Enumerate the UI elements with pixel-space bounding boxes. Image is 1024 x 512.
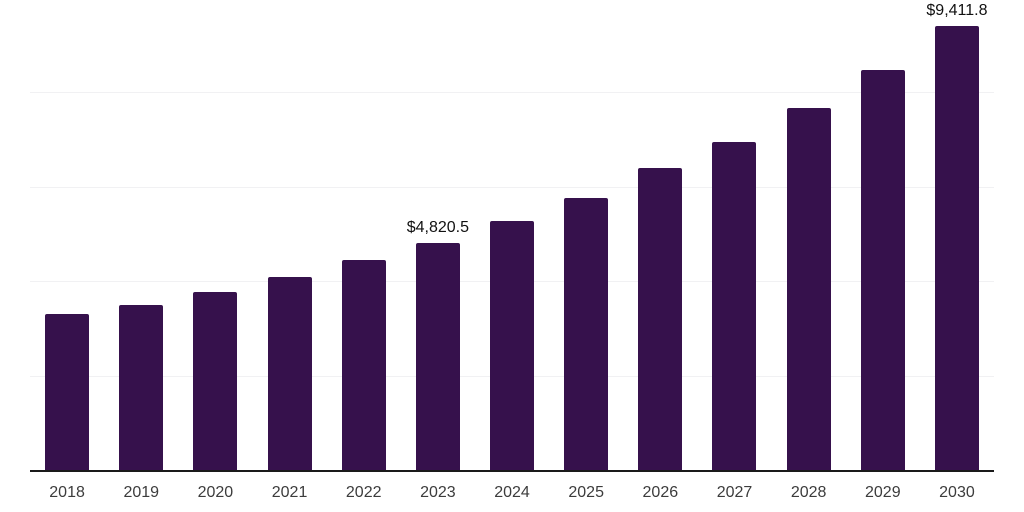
plot-area: $4,820.5 $9,411.8 [30, 0, 994, 472]
x-axis-labels: 2018 2019 2020 2021 2022 2023 2024 2025 2026 2027… [30, 474, 994, 512]
bar-2025 [564, 198, 609, 470]
bar-slot [475, 0, 549, 470]
bar-slot [772, 0, 846, 470]
bar-2019 [119, 304, 164, 470]
bar-slot [30, 0, 104, 470]
bar-2024 [490, 220, 535, 470]
grid-line [30, 92, 994, 94]
bar-2029 [860, 69, 905, 470]
x-tick-label-2023: 2023 [420, 484, 456, 501]
x-tick-label-2027: 2027 [716, 484, 753, 501]
bar-slot [327, 0, 401, 470]
bar-2018 [45, 314, 90, 470]
bar-2020 [193, 292, 238, 470]
bar-slot [252, 0, 326, 470]
bar-slot [846, 0, 920, 470]
bar-2028 [786, 108, 831, 470]
x-tick-label-2030: 2030 [939, 484, 975, 501]
bar-slot [697, 0, 771, 470]
x-tick-label-2019: 2019 [123, 484, 160, 501]
bar-2023 [415, 242, 460, 470]
bar-2022 [341, 260, 386, 470]
bar-slot [178, 0, 252, 470]
bar-slot: $4,820.5 [401, 0, 475, 470]
x-tick-label-2018: 2018 [49, 484, 85, 501]
bar-slot [549, 0, 623, 470]
bar-2021 [267, 277, 312, 470]
bar-slot: $9,411.8 [920, 0, 994, 470]
x-tick-label-2024: 2024 [494, 484, 530, 501]
x-tick-label-2022: 2022 [345, 484, 382, 501]
x-tick-label-2026: 2026 [642, 484, 679, 501]
data-label-2030: $9,411.8 [926, 1, 988, 19]
x-tick-label-2029: 2029 [865, 484, 901, 501]
bar-slot [623, 0, 697, 470]
bar-2027 [712, 142, 757, 470]
bar-2026 [638, 168, 683, 470]
bar-slot [104, 0, 178, 470]
x-tick-label-2028: 2028 [790, 484, 827, 501]
grid-line [30, 186, 994, 188]
x-tick-label-2021: 2021 [271, 484, 308, 501]
x-tick-label-2025: 2025 [568, 484, 604, 501]
bars-container: $4,820.5 $9,411.8 [30, 0, 994, 470]
x-tick-label-2020: 2020 [197, 484, 234, 501]
data-label-2023: $4,820.5 [406, 218, 469, 236]
bar-2030 [934, 25, 979, 470]
